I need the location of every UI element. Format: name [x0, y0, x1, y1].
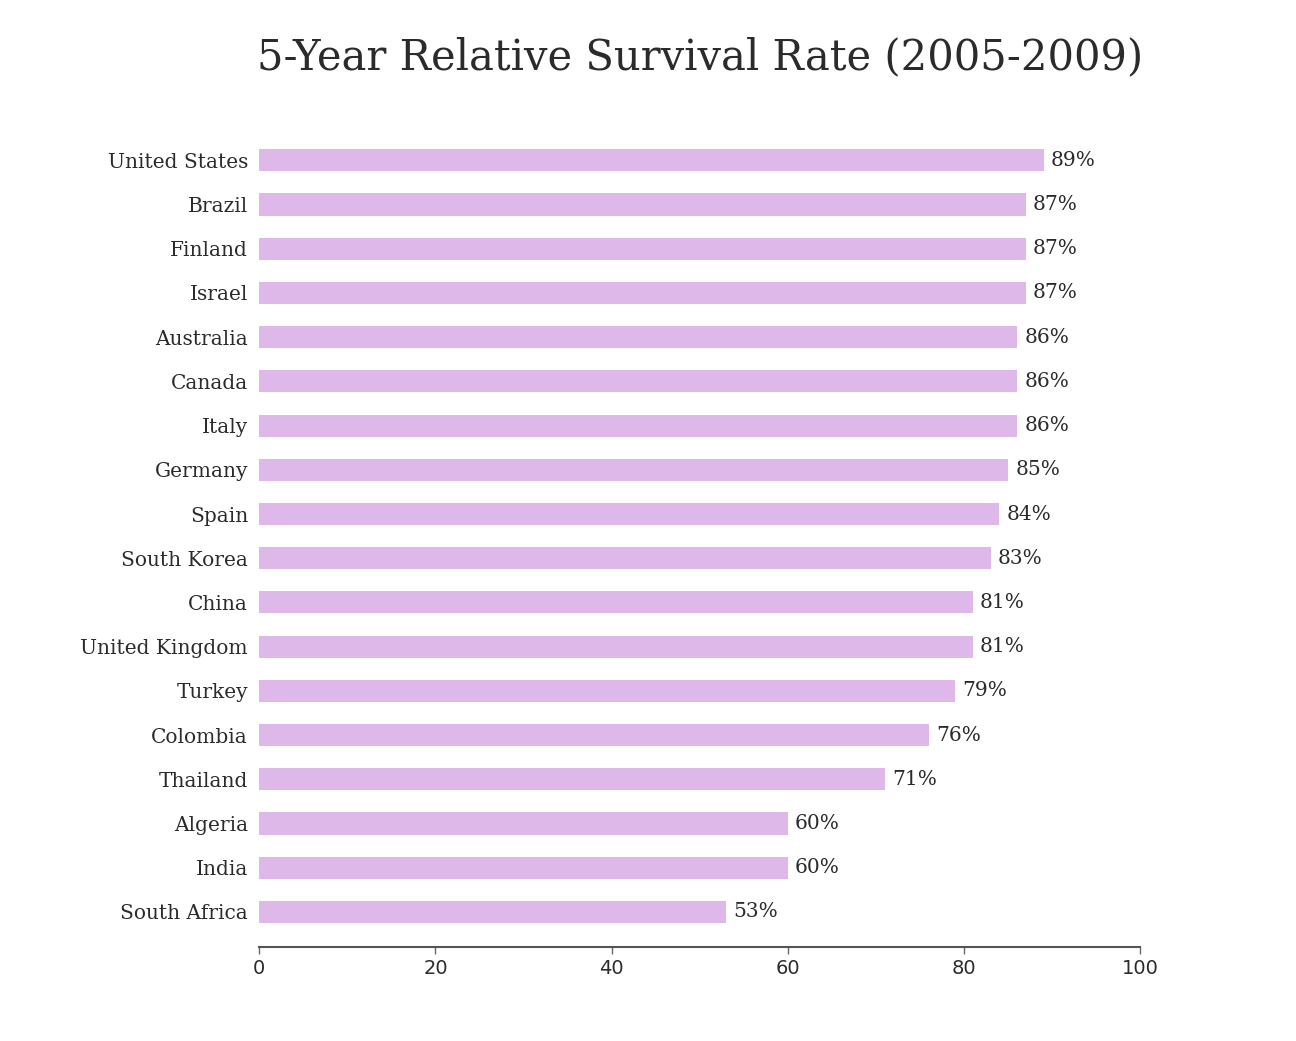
Bar [259, 636, 973, 658]
Bar [259, 548, 990, 569]
Text: 71%: 71% [892, 769, 937, 789]
Bar [259, 459, 1008, 481]
Title: 5-Year Relative Survival Rate (2005-2009): 5-Year Relative Survival Rate (2005-2009… [257, 36, 1143, 78]
Text: 60%: 60% [794, 814, 840, 833]
Text: 87%: 87% [1033, 195, 1078, 214]
Bar [259, 812, 788, 835]
Text: 60%: 60% [794, 858, 840, 878]
Bar [259, 900, 726, 923]
Bar [259, 414, 1017, 436]
Bar [259, 194, 1026, 215]
Text: 76%: 76% [936, 726, 981, 744]
Bar [259, 680, 955, 702]
Text: 79%: 79% [963, 682, 1007, 701]
Text: 86%: 86% [1024, 372, 1069, 390]
Bar [259, 326, 1017, 348]
Text: 86%: 86% [1024, 416, 1069, 435]
Bar [259, 371, 1017, 392]
Bar [259, 237, 1026, 260]
Text: 89%: 89% [1051, 151, 1095, 170]
Bar [259, 768, 885, 790]
Text: 86%: 86% [1024, 328, 1069, 347]
Text: 53%: 53% [734, 903, 778, 921]
Bar [259, 503, 999, 525]
Text: 81%: 81% [980, 637, 1025, 656]
Text: 81%: 81% [980, 593, 1025, 612]
Text: 87%: 87% [1033, 283, 1078, 303]
Bar [259, 725, 929, 746]
Text: 83%: 83% [998, 549, 1042, 567]
Bar [259, 149, 1043, 172]
Text: 84%: 84% [1007, 505, 1051, 524]
Bar [259, 591, 973, 613]
Text: 85%: 85% [1015, 460, 1060, 479]
Bar [259, 282, 1026, 304]
Bar [259, 857, 788, 879]
Text: 87%: 87% [1033, 239, 1078, 258]
